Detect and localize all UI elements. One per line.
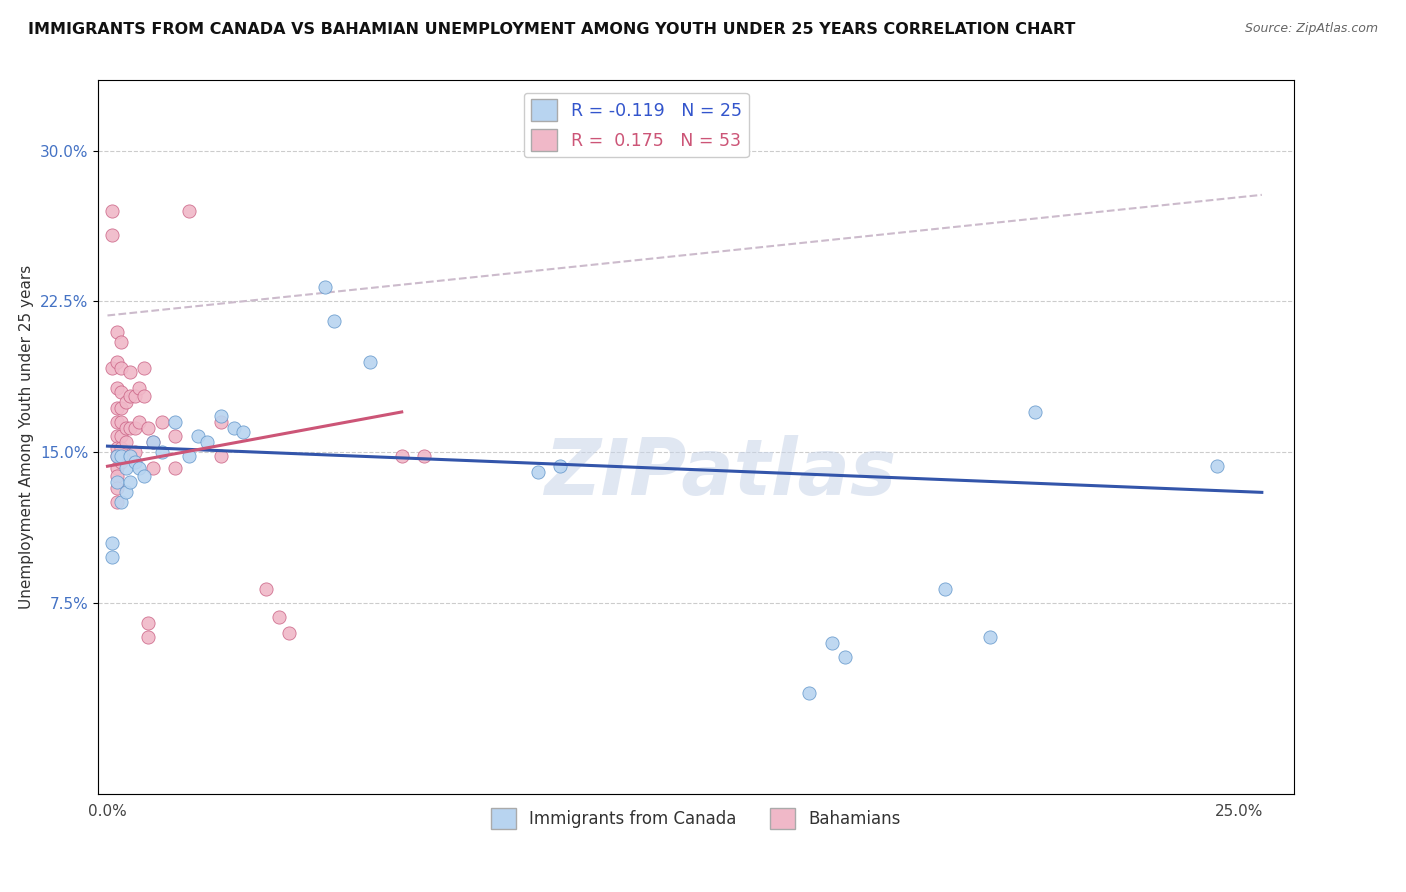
Point [124,421,146,435]
Point [177,203,200,218]
Point [101,203,124,218]
Point [114,435,136,450]
Point [177,449,200,463]
Point [209,415,232,429]
Point [101,535,124,549]
Point [136,615,159,630]
Point [105,495,128,509]
Point [110,455,132,469]
Text: ZIPatlas: ZIPatlas [544,434,896,511]
Point [834,650,856,665]
Point [101,360,124,375]
Point [105,441,128,455]
Point [979,630,1001,644]
Point [114,485,136,500]
Point [142,461,165,475]
Point [128,381,150,395]
Text: Source: ZipAtlas.com: Source: ZipAtlas.com [1244,22,1378,36]
Point [105,449,128,463]
Point [128,461,150,475]
Legend: Immigrants from Canada, Bahamians: Immigrants from Canada, Bahamians [485,802,907,836]
Point [391,449,413,463]
Point [105,475,128,490]
Point [124,389,146,403]
Point [114,461,136,475]
Point [195,435,218,450]
Point [165,461,187,475]
Point [110,360,132,375]
Point [120,449,142,463]
Point [110,429,132,443]
Point [128,415,150,429]
Point [136,630,159,644]
Point [136,421,159,435]
Point [105,429,128,443]
Point [934,582,956,596]
Point [254,582,277,596]
Point [413,449,436,463]
Point [269,610,291,624]
Point [1205,459,1227,474]
Point [105,415,128,429]
Point [209,449,232,463]
Point [277,626,299,640]
Point [105,401,128,415]
Point [114,395,136,409]
Point [105,481,128,495]
Point [120,475,142,490]
Point [120,421,142,435]
Point [232,425,254,439]
Point [105,381,128,395]
Text: IMMIGRANTS FROM CANADA VS BAHAMIAN UNEMPLOYMENT AMONG YOUTH UNDER 25 YEARS CORRE: IMMIGRANTS FROM CANADA VS BAHAMIAN UNEMP… [28,22,1076,37]
Point [187,429,209,443]
Point [150,415,173,429]
Point [120,389,142,403]
Point [224,421,246,435]
Point [114,421,136,435]
Point [101,228,124,243]
Point [548,459,571,474]
Point [110,415,132,429]
Point [314,280,336,294]
Point [120,365,142,379]
Point [132,469,155,483]
Point [209,409,232,423]
Point [797,686,820,700]
Point [105,469,128,483]
Point [101,549,124,564]
Point [105,354,128,368]
Point [142,435,165,450]
Point [821,636,844,650]
Point [110,401,132,415]
Point [110,334,132,349]
Point [165,415,187,429]
Point [322,314,344,328]
Point [526,465,548,479]
Point [359,354,381,368]
Point [1024,405,1046,419]
Point [110,384,132,399]
Y-axis label: Unemployment Among Youth under 25 years: Unemployment Among Youth under 25 years [18,265,34,609]
Point [120,449,142,463]
Point [110,495,132,509]
Point [124,445,146,459]
Point [132,360,155,375]
Point [124,455,146,469]
Point [165,429,187,443]
Point [105,449,128,463]
Point [110,441,132,455]
Point [110,449,132,463]
Point [105,461,128,475]
Point [132,389,155,403]
Point [142,435,165,450]
Point [150,445,173,459]
Point [105,325,128,339]
